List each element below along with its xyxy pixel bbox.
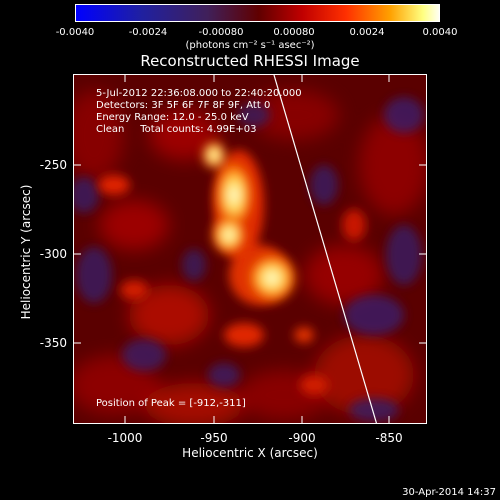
colorbar-tick-4: 0.00080 [273,27,315,38]
x-tick-label: -950 [200,431,228,445]
y-axis-label: Heliocentric Y (arcsec) [19,184,33,320]
info-time-range: 5-Jul-2012 22:36:08.000 to 22:40:20.000 [96,88,302,99]
solar-limb-line [273,75,378,423]
x-axis-label: Heliocentric X (arcsec) [182,446,318,460]
info-peak-position: Position of Peak = [-912,-311] [96,398,246,409]
colorbar-tick-3: -0.00080 [198,27,244,38]
y-tick-label: -300 [39,247,67,261]
rhessi-image-canvas [74,75,426,423]
colorbar-gradient [76,5,439,21]
x-tick-label: -900 [288,431,316,445]
rhessi-image [73,74,427,424]
colorbar [75,4,440,22]
image-title: Reconstructed RHESSI Image [140,52,360,70]
colorbar-tick-5: 0.0024 [349,27,385,38]
colorbar-unit-label: (photons cm⁻² s⁻¹ asec⁻²) [185,40,315,51]
generation-timestamp: 30-Apr-2014 14:37 [402,487,496,498]
colorbar-tick-2: -0.0024 [128,27,168,38]
x-tick-label: -1000 [107,431,143,445]
info-clean-counts: Clean Total counts: 4.99E+03 [96,124,257,135]
colorbar-tick-1: -0.0040 [55,27,95,38]
y-tick-label: -250 [39,158,67,172]
info-detectors: Detectors: 3F 5F 6F 7F 8F 9F, Att 0 [96,100,271,111]
x-tick-label: -850 [375,431,403,445]
info-energy-range: Energy Range: 12.0 - 25.0 keV [96,112,249,123]
y-tick-label: -350 [39,336,67,350]
colorbar-tick-6: 0.0040 [422,27,458,38]
